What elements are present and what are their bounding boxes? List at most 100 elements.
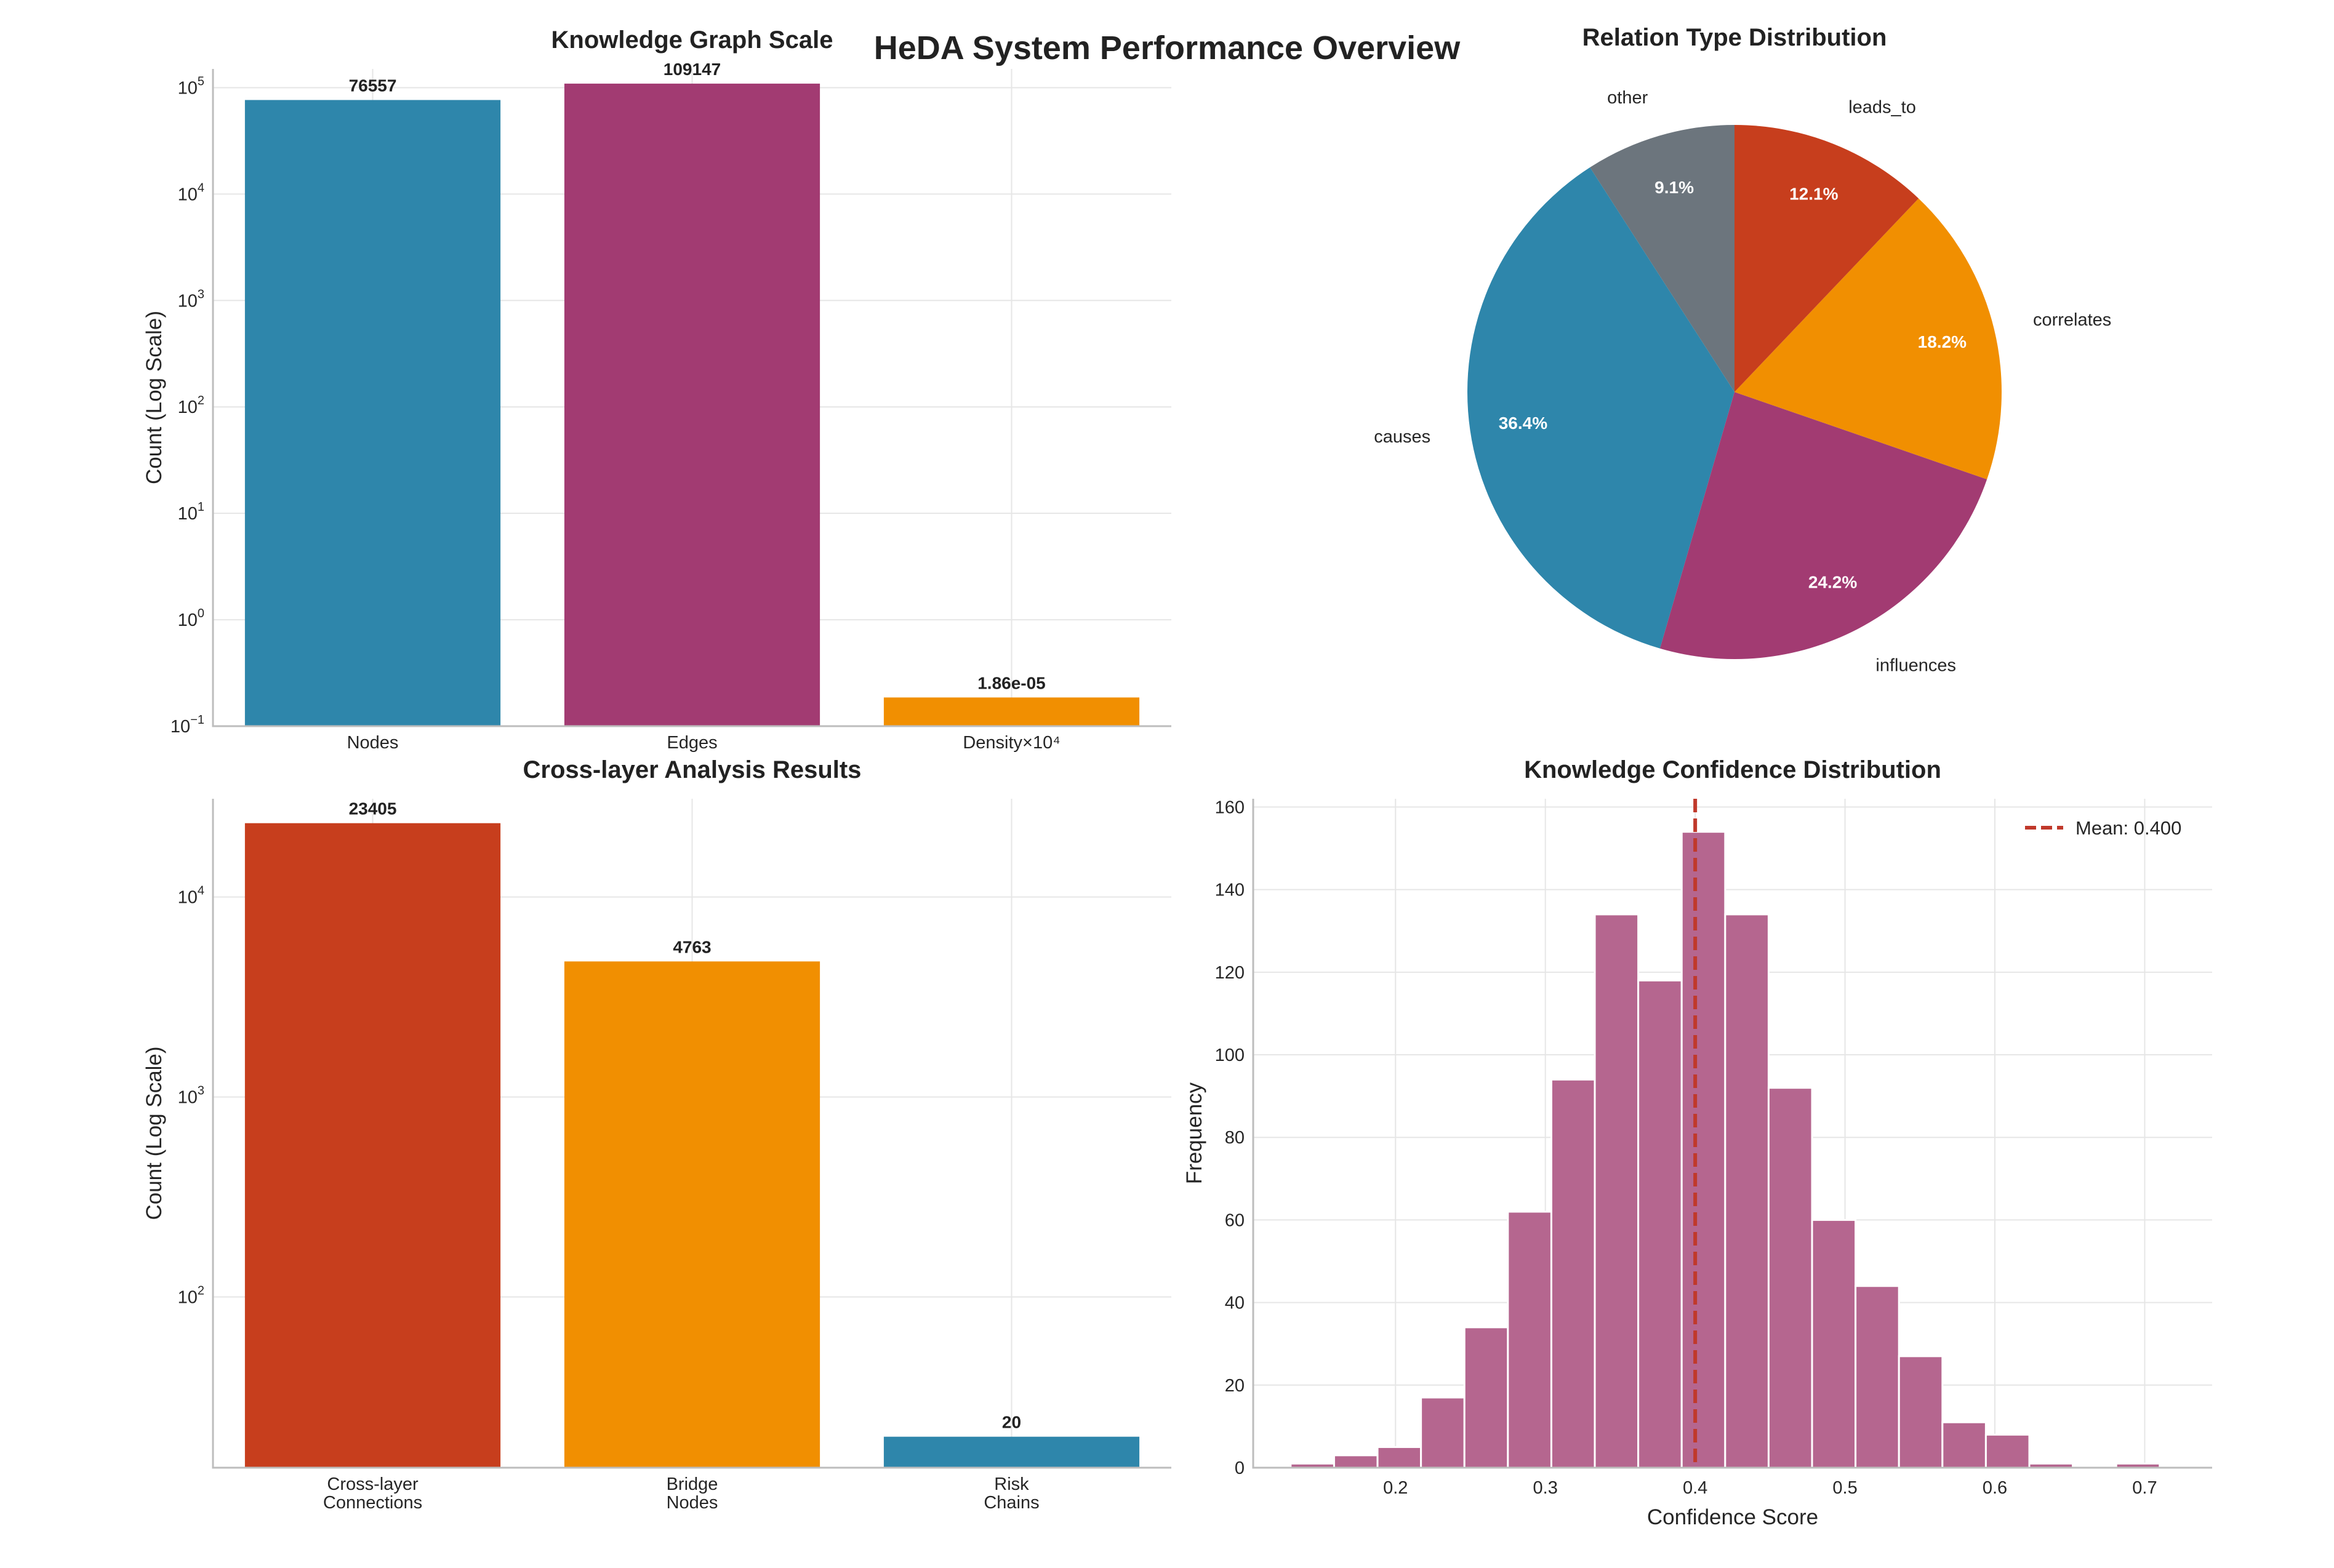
y-axis-label: Frequency bbox=[1182, 1082, 1206, 1184]
y-tick-label: 120 bbox=[1215, 963, 1245, 983]
bar-value-label: 20 bbox=[1002, 1413, 1021, 1432]
pie-slice bbox=[1659, 392, 1987, 659]
y-tick-label: 104 bbox=[178, 181, 204, 204]
pie-percent-label: 9.1% bbox=[1654, 178, 1694, 197]
x-tick-label: Chains bbox=[984, 1493, 1039, 1513]
pie-slice bbox=[1734, 125, 1919, 392]
pie-category-label: influences bbox=[1875, 655, 1956, 675]
x-tick-label: 0.7 bbox=[2132, 1478, 2157, 1498]
y-tick-exponent: 2 bbox=[198, 394, 204, 407]
axis-spines bbox=[212, 69, 1171, 727]
histogram-bar bbox=[1333, 1454, 1379, 1469]
histogram-bar bbox=[1637, 979, 1683, 1469]
bar-value-label: 76557 bbox=[349, 76, 397, 95]
histogram-bar bbox=[1550, 1078, 1596, 1469]
y-tick-label: 10−1 bbox=[170, 713, 204, 737]
x-tick-label: Cross-layer bbox=[327, 1474, 419, 1494]
x-tick-label: Connections bbox=[323, 1493, 422, 1513]
bar bbox=[564, 961, 820, 1468]
bar bbox=[244, 100, 501, 727]
histogram-bar bbox=[1594, 913, 1640, 1469]
cross-layer-analysis-chart: 10210310423405Cross-layerConnections4763… bbox=[142, 756, 1171, 1513]
y-tick-base: 10 bbox=[178, 1288, 198, 1308]
y-tick-base: 10 bbox=[178, 1088, 198, 1108]
x-tick-label: Edges bbox=[667, 733, 717, 753]
pie-percent-label: 24.2% bbox=[1808, 572, 1857, 591]
pie-percent-label: 18.2% bbox=[1918, 332, 1967, 351]
bar-value-label: 109147 bbox=[664, 60, 721, 79]
x-tick-label: Risk bbox=[994, 1474, 1029, 1494]
y-tick-exponent: 2 bbox=[198, 1284, 204, 1298]
y-tick-base: 10 bbox=[178, 610, 198, 630]
pie-category-label: leads_to bbox=[1848, 98, 1916, 118]
pie-category-label: causes bbox=[1374, 427, 1430, 447]
y-tick-base: 10 bbox=[178, 291, 198, 311]
histogram-bar bbox=[1898, 1355, 1944, 1469]
y-tick-label: 100 bbox=[178, 607, 204, 630]
histogram-bar bbox=[1767, 1087, 1813, 1469]
y-axis-label: Count (Log Scale) bbox=[142, 1046, 166, 1220]
figure-suptitle: HeDA System Performance Overview bbox=[874, 30, 1461, 66]
y-tick-label: 160 bbox=[1215, 798, 1245, 817]
y-tick-exponent: 5 bbox=[198, 74, 204, 88]
y-tick-exponent: 3 bbox=[198, 1084, 204, 1098]
x-tick-label: 0.4 bbox=[1683, 1478, 1707, 1498]
y-tick-base: 10 bbox=[170, 717, 190, 737]
y-tick-label: 60 bbox=[1225, 1210, 1245, 1230]
y-tick-base: 10 bbox=[178, 185, 198, 204]
y-tick-label: 103 bbox=[178, 287, 204, 311]
chart-title: Knowledge Confidence Distribution bbox=[1524, 756, 1941, 783]
x-tick-label: 0.6 bbox=[1983, 1478, 2007, 1498]
x-axis-label: Confidence Score bbox=[1647, 1505, 1818, 1529]
legend-label: Mean: 0.400 bbox=[2075, 817, 2181, 839]
x-tick-label: 0.3 bbox=[1533, 1478, 1558, 1498]
histogram-bar bbox=[1463, 1326, 1509, 1469]
x-tick-label: Density×10⁴ bbox=[963, 733, 1060, 753]
pie-category-label: correlates bbox=[2033, 310, 2111, 330]
histogram-bar bbox=[1376, 1446, 1422, 1469]
legend: Mean: 0.400 bbox=[2025, 817, 2181, 839]
y-tick-exponent: 4 bbox=[198, 181, 204, 194]
bar bbox=[883, 697, 1140, 726]
y-tick-label: 105 bbox=[178, 74, 204, 98]
y-tick-label: 140 bbox=[1215, 881, 1245, 900]
y-tick-label: 103 bbox=[178, 1084, 204, 1108]
y-tick-exponent: 0 bbox=[198, 607, 204, 620]
pie-percent-label: 36.4% bbox=[1499, 414, 1547, 433]
pie-slice bbox=[1734, 198, 2002, 479]
y-tick-exponent: −1 bbox=[190, 713, 204, 727]
y-tick-label: 101 bbox=[178, 500, 204, 524]
y-tick-label: 100 bbox=[1215, 1046, 1245, 1065]
histogram-bar bbox=[1855, 1285, 1900, 1469]
y-tick-label: 102 bbox=[178, 394, 204, 417]
y-axis-label: Count (Log Scale) bbox=[142, 311, 166, 484]
pie-percent-label: 12.1% bbox=[1789, 185, 1838, 204]
x-tick-label: 0.2 bbox=[1383, 1478, 1408, 1498]
pie-slice bbox=[1467, 167, 1734, 649]
y-tick-base: 10 bbox=[178, 504, 198, 524]
y-tick-label: 20 bbox=[1225, 1376, 1245, 1396]
confidence-histogram-chart: 0 20 40 60 80 100 120 140 160 0.2 0.3 0.4 0.5 0.6 0.7 K… bbox=[1182, 756, 2212, 1529]
bar bbox=[564, 83, 820, 726]
chart-title: Cross-layer Analysis Results bbox=[523, 756, 862, 783]
relation-type-pie-chart: Relation Type Distribution 9.1% other 36.4%… bbox=[1374, 24, 2111, 675]
pie-slice bbox=[1590, 125, 1734, 392]
histogram-bar bbox=[1811, 1218, 1857, 1469]
bar-value-label: 4763 bbox=[673, 937, 711, 956]
y-tick-label: 40 bbox=[1225, 1294, 1245, 1313]
y-tick-base: 10 bbox=[178, 78, 198, 98]
axis-spines bbox=[1252, 799, 2212, 1469]
y-tick-exponent: 1 bbox=[198, 500, 204, 514]
x-tick-label: 0.5 bbox=[1832, 1478, 1857, 1498]
y-tick-base: 10 bbox=[178, 398, 198, 417]
histogram-bar bbox=[1680, 831, 1726, 1469]
chart-title: Relation Type Distribution bbox=[1582, 24, 1887, 51]
x-tick-label: Bridge bbox=[667, 1474, 718, 1494]
histogram-bar bbox=[1507, 1210, 1552, 1469]
axis-spines bbox=[212, 799, 1171, 1469]
bar-value-label: 1.86e-05 bbox=[977, 673, 1046, 692]
bar-value-label: 23405 bbox=[349, 799, 397, 818]
y-tick-label: 104 bbox=[178, 884, 204, 908]
